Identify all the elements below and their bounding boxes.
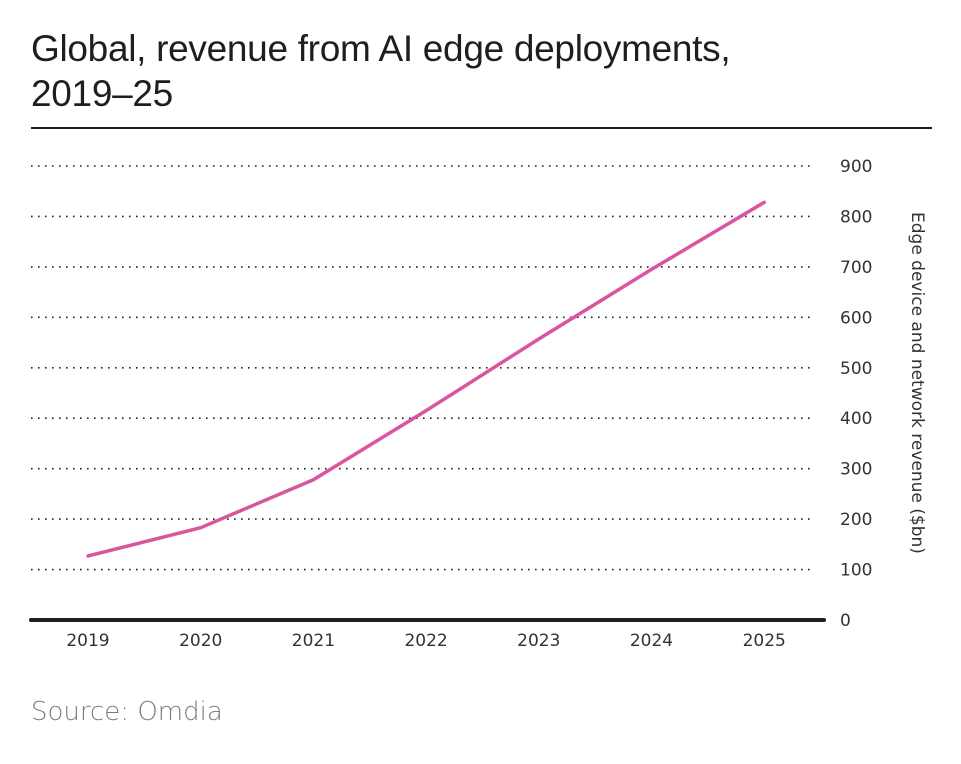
x-tick-label: 2024 bbox=[630, 631, 673, 651]
x-tick-label: 2022 bbox=[404, 631, 447, 651]
x-tick-label: 2019 bbox=[66, 631, 109, 651]
y-tick-label: 800 bbox=[840, 207, 872, 227]
y-axis-label: Edge device and network revenue ($bn) bbox=[907, 212, 927, 554]
y-tick-label: 200 bbox=[840, 510, 872, 530]
title-divider bbox=[31, 127, 932, 129]
y-tick-label: 300 bbox=[840, 460, 872, 480]
y-tick-labels: 0 100 200 300 400 500 600 700 800 900 bbox=[840, 157, 872, 631]
x-tick-label: 2023 bbox=[517, 631, 560, 651]
y-tick-label: 900 bbox=[840, 157, 872, 177]
x-tick-label: 2021 bbox=[292, 631, 335, 651]
y-tick-label: 700 bbox=[840, 258, 872, 278]
x-tick-labels: 2019 2020 2021 2022 2023 2024 2025 bbox=[66, 631, 785, 651]
series-line-revenue bbox=[86, 200, 766, 558]
y-tick-label: 500 bbox=[840, 359, 872, 379]
x-tick-label: 2025 bbox=[743, 631, 786, 651]
y-tick-label: 100 bbox=[840, 561, 872, 581]
x-tick-label: 2020 bbox=[179, 631, 222, 651]
y-tick-label: 0 bbox=[840, 611, 851, 631]
y-tick-label: 400 bbox=[840, 409, 872, 429]
source-note: Source: Omdia bbox=[31, 697, 223, 727]
chart-title: Global, revenue from AI edge deployments… bbox=[31, 28, 731, 114]
series-group bbox=[86, 200, 766, 558]
gridlines bbox=[31, 165, 814, 571]
y-tick-label: 600 bbox=[840, 308, 872, 328]
